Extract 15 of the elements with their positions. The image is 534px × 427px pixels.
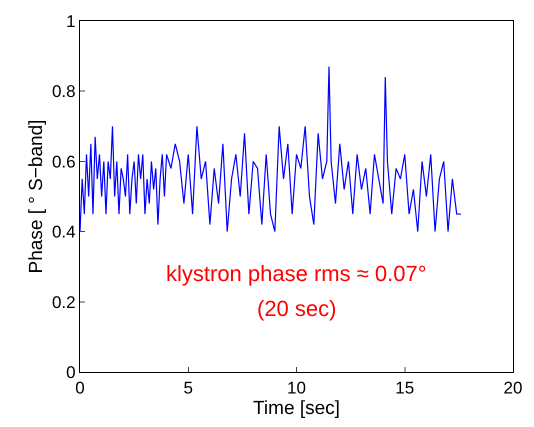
x-tick-label: 20 xyxy=(504,378,522,398)
x-tick-label: 10 xyxy=(287,378,306,398)
line-series xyxy=(80,66,462,232)
y-tick-label: 0.8 xyxy=(52,82,76,102)
y-tick-label: 0.4 xyxy=(52,222,76,242)
y-axis-title: Phase [ ° S−band] xyxy=(26,120,47,274)
y-tick-label: 0.2 xyxy=(52,292,76,312)
annotation: (20 sec) xyxy=(257,296,336,321)
y-tick-label: 0.6 xyxy=(52,152,76,172)
x-tick-label: 15 xyxy=(395,378,414,398)
y-tick-label: 1 xyxy=(66,12,76,31)
x-axis-title: Time [sec] xyxy=(253,398,340,420)
annotation: klystron phase rms ≈ 0.07° xyxy=(166,261,427,286)
y-tick-label: 0 xyxy=(66,362,76,382)
x-tick-label: 5 xyxy=(184,378,193,398)
